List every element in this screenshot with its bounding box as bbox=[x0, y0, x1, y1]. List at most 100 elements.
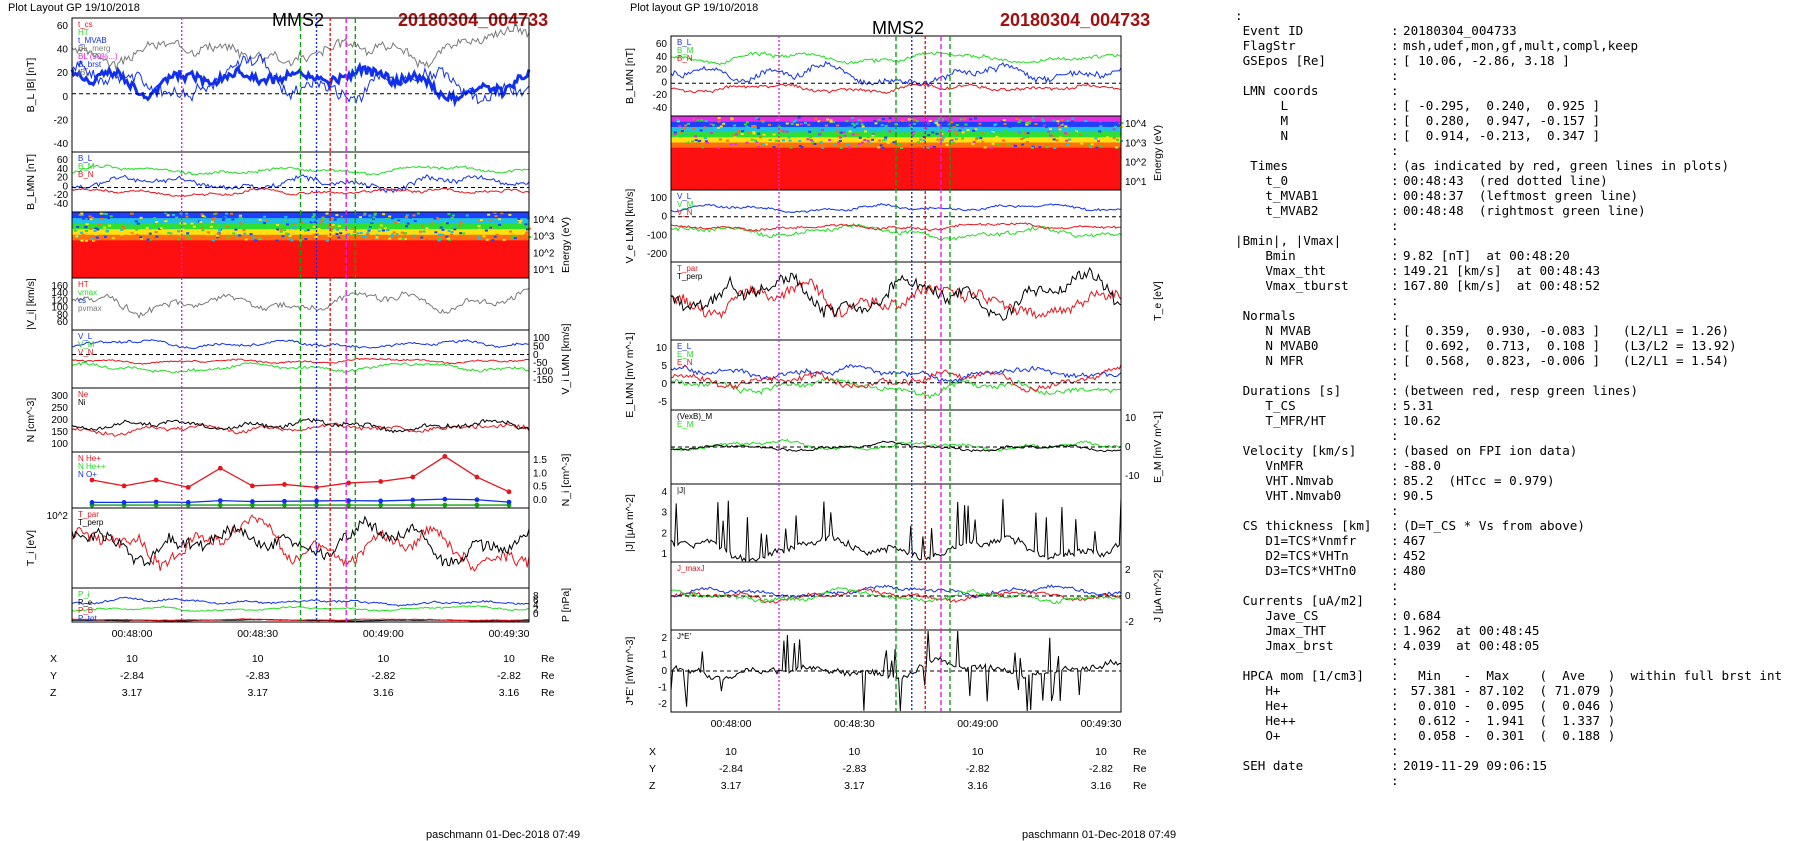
spectrogram-pixel bbox=[518, 221, 522, 224]
y-axis-label: V_i LMN [km/s] bbox=[560, 323, 572, 394]
spectrogram-pixel bbox=[762, 143, 766, 146]
y-tick-label: 0 bbox=[661, 77, 667, 88]
spectrogram-pixel bbox=[1001, 139, 1005, 142]
summary-colon: : bbox=[1391, 473, 1399, 488]
summary-row: SEH date:2019-11-29 09:06:15 bbox=[1235, 758, 1801, 773]
spectrogram-pixel bbox=[478, 237, 482, 240]
y-tick-label: -20 bbox=[653, 90, 668, 101]
summary-colon bbox=[1391, 8, 1403, 23]
series-line bbox=[670, 60, 1122, 87]
spectrogram-pixel bbox=[691, 122, 695, 125]
spectrogram-pixel bbox=[1089, 146, 1093, 149]
summary-key: GSEpos [Re] bbox=[1235, 53, 1326, 68]
spectrogram-pixel bbox=[216, 232, 220, 235]
spectrogram-pixel bbox=[356, 232, 360, 235]
spectrogram-pixel bbox=[229, 212, 233, 215]
spectrogram-pixel bbox=[1052, 138, 1056, 141]
y-tick-label: 2 bbox=[661, 528, 667, 539]
summary-row: D3=TCS*VHTn0:480 bbox=[1235, 563, 1801, 578]
spectrogram-pixel bbox=[335, 214, 339, 217]
spectrogram-pixel bbox=[969, 118, 973, 121]
spectrogram-pixel bbox=[1018, 138, 1022, 141]
spectrogram-pixel bbox=[93, 238, 97, 241]
legend-entry: Ni bbox=[78, 398, 86, 407]
y-tick-label: 60 bbox=[656, 39, 668, 50]
spectrogram-pixel bbox=[509, 230, 513, 233]
pos-row-value: -2.83 bbox=[842, 763, 866, 775]
y-axis-label: V_e LMN [km/s] bbox=[624, 189, 636, 264]
summary-row: CS thickness [km]: (D=T_CS * Vs from abov… bbox=[1235, 518, 1801, 533]
spectrogram-pixel bbox=[383, 227, 387, 230]
spectrogram-pixel bbox=[126, 224, 130, 227]
summary-colon: : bbox=[1391, 458, 1399, 473]
y-tick-label: -2 bbox=[658, 699, 667, 710]
spectrogram-pixel bbox=[1088, 144, 1092, 147]
legend-entry: t_cs bbox=[78, 20, 93, 29]
y-tick-label: 10^2 bbox=[533, 248, 555, 259]
spectrogram-pixel bbox=[718, 138, 722, 141]
summary-key: Jmax_THT bbox=[1235, 623, 1326, 638]
summary-row: Velocity [km/s]: (based on FPI ion data) bbox=[1235, 443, 1801, 458]
spectrogram-pixel bbox=[319, 222, 323, 225]
legend-entry: J_maxJ bbox=[677, 564, 705, 573]
panel-M3: 100 0 -100 -200 V_e LMN [km/s] V_LV_MV_N bbox=[624, 189, 1122, 264]
spectrogram-pixel bbox=[922, 146, 926, 149]
spectrogram-pixel bbox=[955, 133, 959, 136]
spectrogram-pixel bbox=[751, 125, 755, 128]
spectrogram-pixel bbox=[975, 136, 979, 139]
spectrogram-pixel bbox=[974, 128, 978, 131]
spectrogram-pixel bbox=[370, 221, 374, 224]
spectrogram-pixel bbox=[500, 212, 504, 215]
pos-row-value: 3.17 bbox=[721, 780, 742, 792]
spectrogram-pixel bbox=[474, 213, 478, 216]
spectrogram-pixel bbox=[462, 232, 466, 235]
spectrogram-pixel bbox=[145, 226, 149, 229]
summary-value: 4.039 at 00:48:05 bbox=[1403, 638, 1540, 653]
pos-row-value: -2.83 bbox=[246, 670, 270, 682]
summary-key: O+ bbox=[1235, 728, 1281, 743]
spectrogram-pixel bbox=[1022, 136, 1026, 139]
spectrogram-pixel bbox=[395, 233, 399, 236]
summary-row: N MVAB: [ 0.359, 0.930, -0.083 ] (L2/L1 =… bbox=[1235, 323, 1801, 338]
legend-entry: T_perp bbox=[78, 518, 104, 527]
spectrogram-pixel bbox=[309, 221, 313, 224]
spectrogram-pixel bbox=[829, 120, 833, 123]
spectrogram-pixel bbox=[855, 145, 859, 148]
spectrogram-pixel bbox=[963, 118, 967, 121]
spectrogram-pixel bbox=[513, 235, 517, 238]
middle-footer: paschmann 01-Dec-2018 07:49 bbox=[1022, 829, 1177, 841]
y-tick-label: 20 bbox=[656, 65, 668, 76]
spectrogram-pixel bbox=[465, 214, 469, 217]
spectrogram-pixel bbox=[945, 143, 949, 146]
spectrogram-pixel bbox=[698, 139, 702, 142]
spectrogram-pixel bbox=[525, 231, 529, 234]
spectrogram-pixel bbox=[373, 213, 377, 216]
summary-colon: : bbox=[1391, 83, 1399, 98]
spectrogram-pixel bbox=[289, 227, 293, 230]
y-tick-label: 80 bbox=[57, 310, 69, 321]
pos-row-value: 3.16 bbox=[499, 687, 520, 699]
spectrogram-pixel bbox=[684, 124, 688, 127]
spectrogram-pixel bbox=[814, 117, 818, 120]
spectrogram-pixel bbox=[183, 221, 187, 224]
spectrogram-pixel bbox=[761, 120, 765, 123]
summary-value: [ 0.280, 0.947, -0.157 ] bbox=[1403, 113, 1601, 128]
y-tick-label: -40 bbox=[54, 139, 69, 150]
spectrogram-pixel bbox=[312, 213, 316, 216]
spectrogram-pixel bbox=[673, 133, 677, 136]
spectrogram-pixel bbox=[1059, 122, 1063, 125]
spectrogram-pixel bbox=[900, 147, 904, 150]
spectrogram-pixel bbox=[225, 212, 229, 215]
spectrogram-pixel bbox=[438, 231, 442, 234]
spectrogram-pixel bbox=[935, 120, 939, 123]
spectrogram-pixel bbox=[157, 231, 161, 234]
spectrogram-pixel bbox=[1081, 123, 1085, 126]
spectrogram-pixel bbox=[1095, 146, 1099, 149]
summary-key: D1=TCS*Vnmfr bbox=[1235, 533, 1357, 548]
spectrogram-pixel bbox=[301, 227, 305, 230]
spectrogram-pixel bbox=[692, 127, 696, 130]
spectrogram-pixel bbox=[392, 231, 396, 234]
spectrogram-pixel bbox=[871, 133, 875, 136]
